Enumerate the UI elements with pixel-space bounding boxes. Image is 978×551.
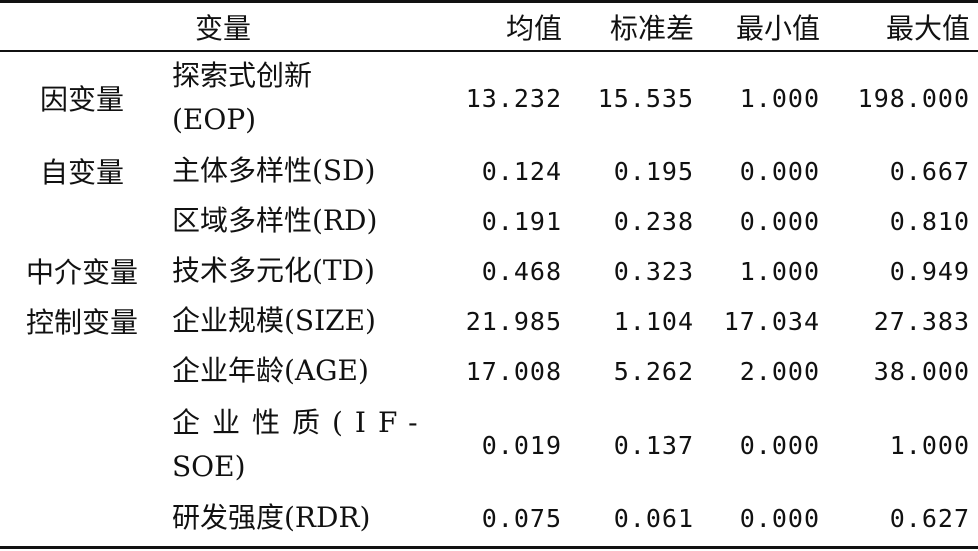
category-cell: 中介变量 (25, 256, 138, 289)
mean-cell: 0.075 (481, 503, 563, 533)
header-max: 最大值 (886, 11, 971, 45)
table-row: 企业年龄(AGE) 17.008 5.262 2.000 38.000 (0, 346, 978, 396)
category-cell: 因变量 (39, 83, 124, 116)
min-cell: 0.000 (739, 156, 821, 186)
variable-cell: 研发强度(RDR) (172, 501, 371, 534)
min-cell: 0.000 (739, 503, 821, 533)
max-cell: 0.667 (889, 156, 971, 186)
variable-name-line: 企业性质(IF- (172, 406, 430, 439)
mean-cell: 17.008 (465, 356, 563, 386)
max-cell: 0.810 (889, 206, 971, 236)
category-cell (0, 346, 158, 396)
variable-cell: 探索式创新 (EOP) (158, 50, 446, 146)
min-cell: 1.000 (739, 83, 821, 113)
header-min: 最小值 (736, 11, 821, 45)
variable-cell: 企业年龄(AGE) (172, 354, 369, 387)
max-cell: 0.627 (889, 503, 971, 533)
category-cell: 自变量 (39, 156, 124, 189)
variable-name-line: 探索式创新 (172, 59, 313, 92)
table-row: 研发强度(RDR) 0.075 0.061 0.000 0.627 (0, 494, 978, 542)
table-row: 因变量 探索式创新 (EOP) 13.232 15.535 1.000 198.0… (0, 50, 978, 146)
table-row: 控制变量 企业规模(SIZE) 21.985 1.104 17.034 27.3… (0, 296, 978, 346)
table-bottom-rule (0, 546, 978, 549)
variable-cell: 主体多样性(SD) (172, 154, 376, 187)
max-cell: 27.383 (873, 306, 971, 336)
sd-cell: 0.195 (613, 156, 695, 186)
min-cell: 0.000 (739, 206, 821, 236)
table-header-rule (0, 50, 978, 52)
table-header-row: 变量 均值 标准差 最小值 最大值 (0, 3, 978, 50)
min-cell: 0.000 (739, 430, 821, 460)
sd-cell: 0.061 (613, 503, 695, 533)
table-row: 企业性质(IF- SOE) 0.019 0.137 0.000 1.000 (0, 396, 978, 494)
variable-name-line: (EOP) (172, 103, 257, 136)
sd-cell: 0.137 (613, 430, 695, 460)
sd-cell: 5.262 (613, 356, 695, 386)
mean-cell: 0.124 (481, 156, 563, 186)
table-row: 区域多样性(RD) 0.191 0.238 0.000 0.810 (0, 196, 978, 246)
mean-cell: 21.985 (465, 306, 563, 336)
variable-name-line: SOE) (172, 450, 246, 483)
max-cell: 38.000 (873, 356, 971, 386)
mean-cell: 13.232 (465, 83, 563, 113)
header-variable: 变量 (195, 11, 252, 45)
min-cell: 2.000 (739, 356, 821, 386)
max-cell: 1.000 (889, 430, 971, 460)
sd-cell: 0.323 (613, 256, 695, 286)
sd-cell: 0.238 (613, 206, 695, 236)
variable-cell: 企业性质(IF- SOE) (158, 396, 446, 494)
table-top-rule (0, 0, 978, 3)
variable-cell: 区域多样性(RD) (172, 204, 378, 237)
table-row: 自变量 主体多样性(SD) 0.124 0.195 0.000 0.667 (0, 146, 978, 196)
category-cell (0, 396, 158, 494)
sd-cell: 1.104 (613, 306, 695, 336)
variable-cell: 企业规模(SIZE) (172, 304, 376, 337)
mean-cell: 0.191 (481, 206, 563, 236)
category-cell (0, 494, 158, 542)
variable-cell: 技术多元化(TD) (172, 254, 375, 287)
min-cell: 1.000 (739, 256, 821, 286)
min-cell: 17.034 (723, 306, 821, 336)
header-mean: 均值 (506, 11, 563, 45)
mean-cell: 0.468 (481, 256, 563, 286)
mean-cell: 0.019 (481, 430, 563, 460)
category-cell (0, 196, 158, 246)
max-cell: 0.949 (889, 256, 971, 286)
max-cell: 198.000 (857, 83, 971, 113)
sd-cell: 15.535 (597, 83, 695, 113)
header-sd: 标准差 (610, 11, 695, 45)
category-cell: 控制变量 (25, 306, 138, 339)
table-row: 中介变量 技术多元化(TD) 0.468 0.323 1.000 0.949 (0, 246, 978, 296)
descriptive-statistics-table: 变量 均值 标准差 最小值 最大值 因变量 探索式创新 (EOP) 13.232 … (0, 3, 978, 542)
